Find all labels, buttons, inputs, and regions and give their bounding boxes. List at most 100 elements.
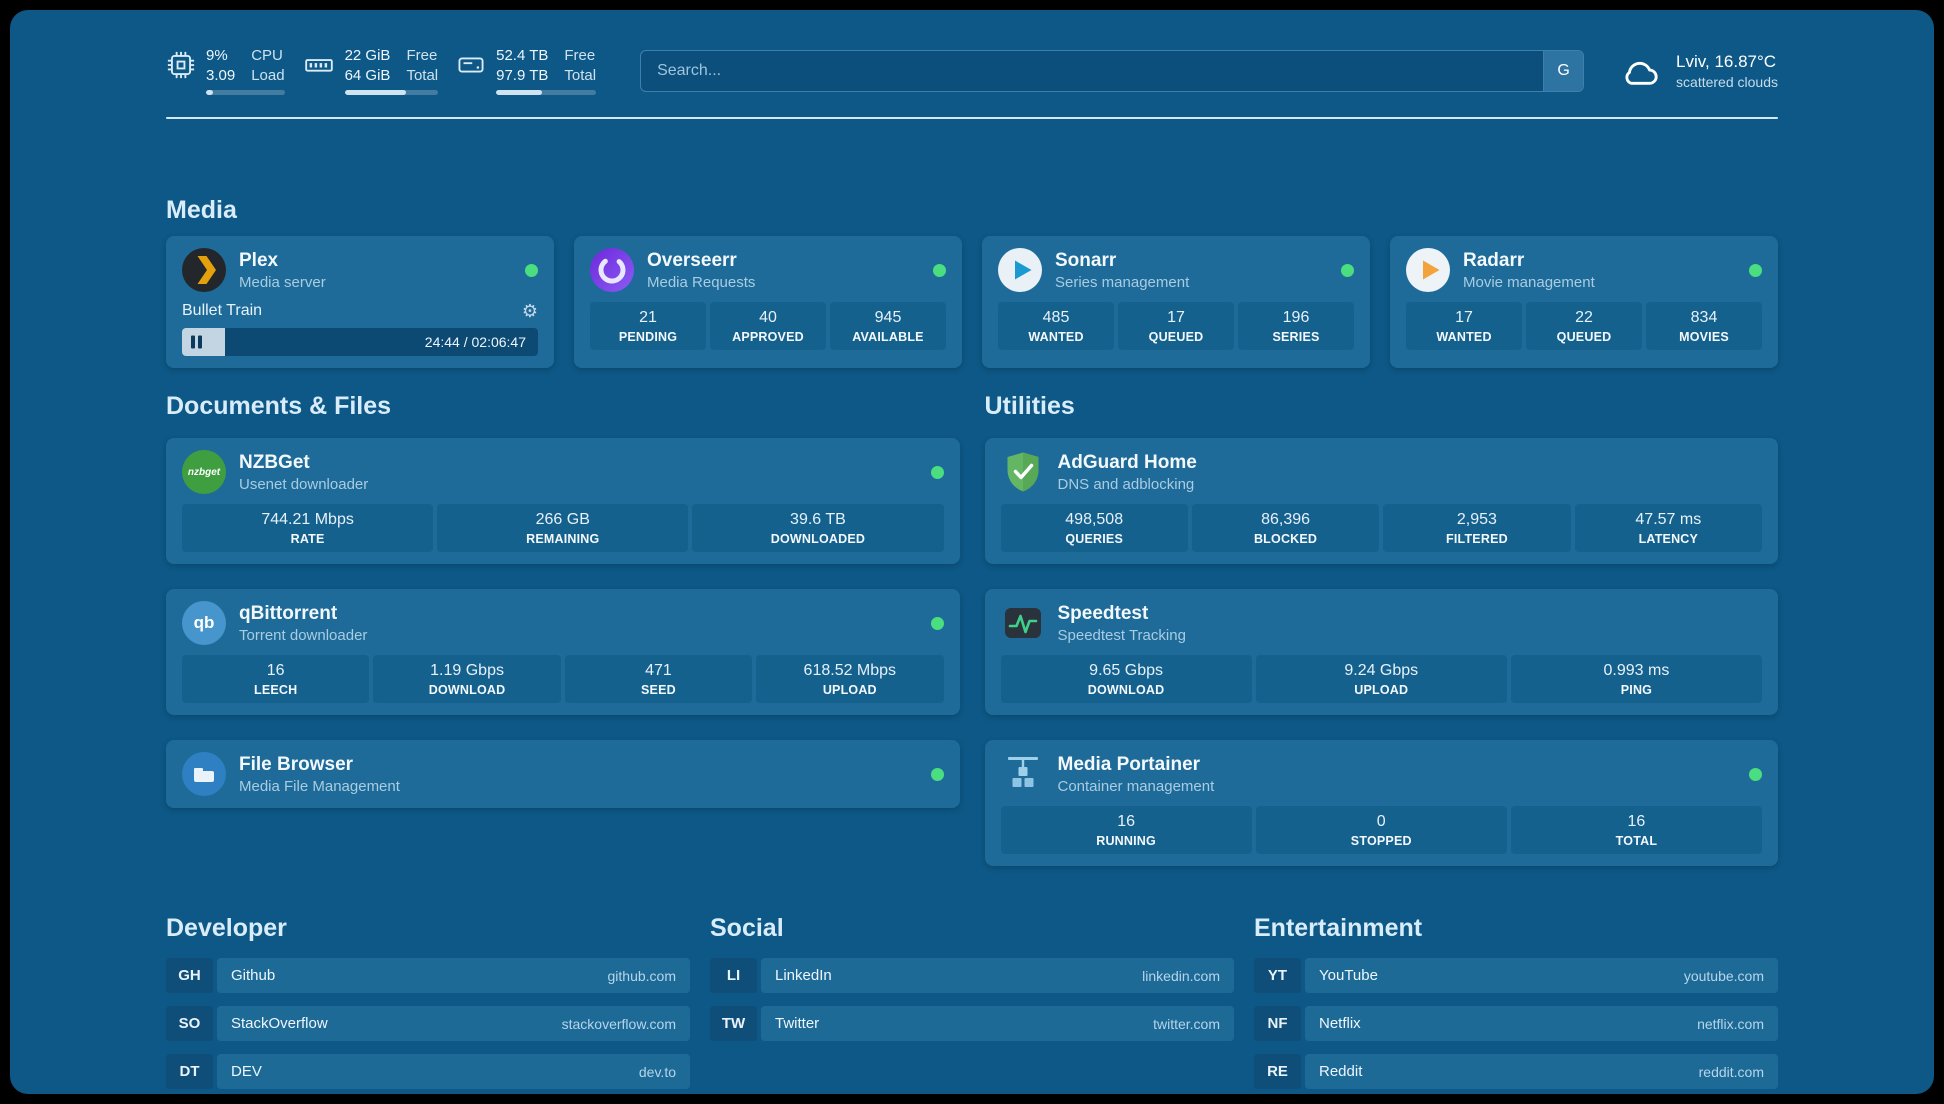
app-card-speedtest[interactable]: Speedtest Speedtest Tracking 9.65 Gbps D…	[984, 589, 1778, 715]
bookmark-netflix[interactable]: NF Netflix netflix.com	[1254, 1006, 1778, 1041]
section-media: Media Plex Media server	[166, 196, 1778, 368]
app-card-overseerr[interactable]: Overseerr Media Requests 21 PENDING 40 A…	[574, 236, 962, 368]
radarr-icon	[1406, 248, 1450, 292]
app-desc: DNS and adblocking	[1057, 475, 1195, 493]
stat-tile: 16 TOTAL	[1510, 806, 1763, 854]
cpu-percent: 9%	[206, 47, 228, 64]
stat-tile: 22 QUEUED	[1526, 302, 1642, 350]
topbar: 9% 3.09 CPU Load	[166, 10, 1778, 95]
bookmark-abbr: SO	[166, 1006, 213, 1041]
bookmark-name: Netflix	[1319, 1015, 1361, 1032]
weather-widget[interactable]: Lviv, 16.87°C scattered clouds	[1618, 52, 1778, 90]
bookmark-group-social: Social LI LinkedIn linkedin.com TW Twitt…	[710, 914, 1234, 1041]
app-card-filebrowser[interactable]: File Browser Media File Management	[166, 740, 960, 808]
portainer-icon	[1001, 752, 1045, 796]
ram-usage-bar	[344, 90, 439, 95]
app-name: Speedtest	[1057, 602, 1149, 624]
app-name: qBittorrent	[239, 602, 338, 624]
stat-tile: 0.993 ms PING	[1510, 655, 1763, 703]
status-indicator	[930, 465, 944, 479]
stat-tile: 21 PENDING	[590, 302, 706, 350]
adguard-icon	[1001, 450, 1045, 494]
cpu-load-value: 3.09	[206, 66, 236, 84]
status-indicator	[1749, 767, 1762, 781]
app-card-radarr[interactable]: Radarr Movie management 17 WANTED 22 QUE…	[1390, 236, 1778, 368]
cpu-widget: 9% 3.09 CPU Load	[166, 46, 285, 95]
app-card-portainer[interactable]: Media Portainer Container management 16 …	[984, 740, 1778, 866]
app-card-sonarr[interactable]: Sonarr Series management 485 WANTED 17 Q…	[982, 236, 1370, 368]
disk-usage-bar	[496, 90, 597, 95]
speedtest-icon	[1001, 601, 1045, 645]
search-input[interactable]	[641, 50, 1544, 91]
bookmark-url: linkedin.com	[1142, 967, 1220, 984]
app-desc: Movie management	[1463, 273, 1595, 291]
app-name: Plex	[239, 249, 279, 271]
bookmark-dev[interactable]: DT DEV dev.to	[166, 1054, 690, 1089]
weather-condition: scattered clouds	[1676, 73, 1778, 90]
bookmark-twitter[interactable]: TW Twitter twitter.com	[710, 1006, 1234, 1041]
stat-tile: 47.57 ms LATENCY	[1574, 504, 1762, 552]
stat-tile: 39.6 TB DOWNLOADED	[692, 504, 944, 552]
app-name: Overseerr	[647, 249, 737, 271]
app-card-qbittorrent[interactable]: qb qBittorrent Torrent downloader 16	[166, 589, 960, 715]
sonarr-icon	[998, 248, 1042, 292]
status-indicator	[930, 767, 944, 781]
section-title-media: Media	[166, 196, 237, 224]
ram-usage-fill	[344, 90, 407, 95]
ram-free-value: 22 GiB	[344, 47, 391, 64]
stat-tile: 471 SEED	[564, 655, 753, 703]
section-documents: Documents & Files nzbget NZBGet Usenet d…	[166, 392, 960, 808]
app-desc: Container management	[1057, 777, 1215, 795]
section-title-developer: Developer	[166, 914, 287, 942]
status-indicator	[930, 616, 944, 630]
pause-button[interactable]	[191, 335, 202, 349]
app-card-plex[interactable]: Plex Media server Bullet Train ⚙ 24:44 /…	[166, 236, 554, 368]
bookmark-name: StackOverflow	[231, 1015, 328, 1032]
status-indicator	[1341, 263, 1354, 277]
gear-icon[interactable]: ⚙	[521, 301, 538, 321]
bookmark-url: netflix.com	[1697, 1015, 1764, 1032]
disk-free-label: Free	[564, 47, 596, 64]
app-name: Sonarr	[1055, 249, 1117, 271]
stat-tile: 744.21 Mbps RATE	[182, 504, 434, 552]
filebrowser-icon	[182, 752, 226, 796]
app-desc: Usenet downloader	[239, 475, 369, 493]
app-name: AdGuard Home	[1057, 451, 1197, 473]
ram-total-label: Total	[406, 66, 439, 84]
app-name: NZBGet	[239, 451, 310, 473]
disk-usage-fill	[496, 90, 543, 95]
cpu-icon	[167, 51, 195, 79]
bookmark-url: stackoverflow.com	[561, 1015, 676, 1032]
stat-tile: 17 WANTED	[1406, 302, 1522, 350]
stat-tile: 196 SERIES	[1238, 302, 1354, 350]
playback-progress-bar[interactable]: 24:44 / 02:06:47	[182, 328, 538, 356]
section-title-entertainment: Entertainment	[1254, 914, 1423, 942]
app-desc: Media File Management	[239, 777, 400, 795]
cpu-usage-fill	[206, 90, 214, 95]
stat-tile: 17 QUEUED	[1118, 302, 1234, 350]
ram-widget: 22 GiB 64 GiB Free Total	[303, 46, 439, 95]
app-name: Radarr	[1463, 249, 1525, 271]
bookmark-linkedin[interactable]: LI LinkedIn linkedin.com	[710, 958, 1234, 993]
bookmark-abbr: RE	[1254, 1054, 1301, 1089]
app-card-adguard[interactable]: AdGuard Home DNS and adblocking 498,508 …	[984, 438, 1778, 564]
stat-tile: 16 RUNNING	[1000, 806, 1252, 854]
overseerr-icon	[590, 248, 634, 292]
bookmark-stackoverflow[interactable]: SO StackOverflow stackoverflow.com	[166, 1006, 690, 1041]
bookmark-abbr: DT	[166, 1054, 213, 1089]
cpu-label: CPU	[251, 47, 283, 64]
search-engine-button[interactable]: G	[1543, 50, 1584, 91]
section-title-social: Social	[710, 914, 784, 942]
bookmark-abbr: GH	[166, 958, 213, 993]
disk-icon	[458, 57, 484, 73]
stat-tile: 9.65 Gbps DOWNLOAD	[1000, 655, 1252, 703]
playback-progress-fill	[182, 328, 225, 356]
disk-free-value: 52.4 TB	[496, 47, 549, 64]
app-desc: Media server	[239, 273, 326, 291]
bookmark-name: YouTube	[1319, 967, 1378, 984]
bookmark-reddit[interactable]: RE Reddit reddit.com	[1254, 1054, 1778, 1089]
bookmark-github[interactable]: GH Github github.com	[166, 958, 690, 993]
nzbget-icon: nzbget	[182, 450, 226, 494]
app-card-nzbget[interactable]: nzbget NZBGet Usenet downloader 744.21 M…	[166, 438, 960, 564]
bookmark-youtube[interactable]: YT YouTube youtube.com	[1254, 958, 1778, 993]
